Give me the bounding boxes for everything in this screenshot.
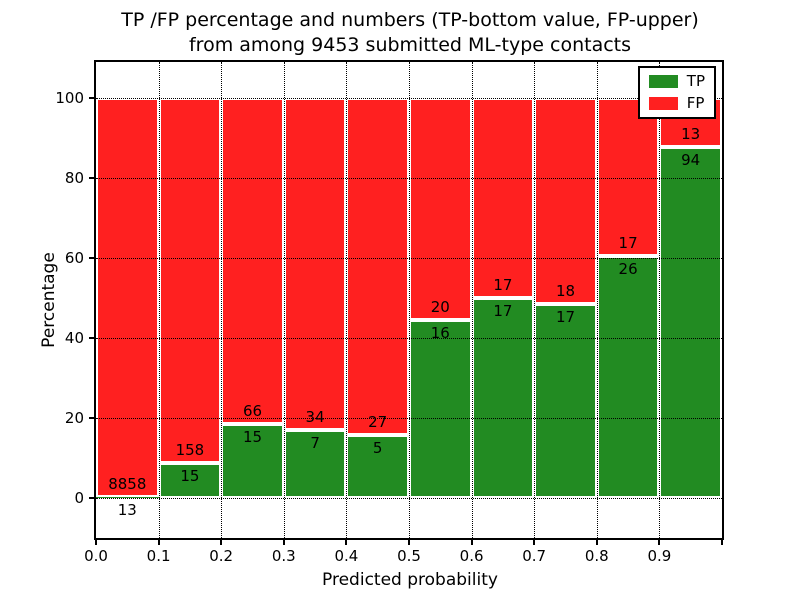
x-tick-label: 0.9 — [647, 547, 672, 565]
x-tick-label: 0.8 — [584, 547, 609, 565]
annotation-fp-count: 66 — [242, 401, 263, 420]
y-tick-mark — [89, 337, 94, 339]
grid-line-vertical — [659, 62, 661, 538]
x-tick-label: 0.7 — [522, 547, 547, 565]
grid-line-vertical — [346, 62, 348, 538]
bar-segment-tp — [534, 303, 597, 498]
x-tick-mark — [408, 540, 410, 545]
annotation-tp-count: 7 — [310, 433, 320, 452]
annotation-fp-count: 13 — [681, 124, 701, 143]
chart-title: TP /FP percentage and numbers (TP-bottom… — [94, 8, 726, 58]
annotation-tp-count: 15 — [242, 427, 263, 446]
annotation-fp-count: 27 — [368, 413, 388, 432]
grid-line-horizontal — [96, 178, 722, 179]
grid-line-vertical — [596, 62, 598, 538]
bar-segment-fp — [534, 98, 597, 304]
grid-line-vertical — [283, 62, 285, 538]
annotation-fp-count: 158 — [175, 441, 205, 460]
annotation-tp-count: 15 — [180, 467, 200, 486]
y-tick-label: 40 — [64, 329, 84, 347]
bar-segment-fp — [221, 98, 284, 424]
chart-title-line2: from among 9453 submitted ML-type contac… — [188, 34, 632, 56]
bar-segment-tp — [659, 146, 722, 498]
annotation-fp-count: 20 — [430, 298, 450, 317]
grid-line-vertical — [471, 62, 473, 538]
annotation-tp-count: 13 — [117, 501, 137, 520]
annotation-fp-count: 17 — [618, 234, 638, 253]
grid-line-vertical — [221, 62, 223, 538]
annotation-tp-count: 5 — [372, 439, 383, 458]
grid-line-horizontal — [96, 258, 722, 259]
x-tick-mark — [95, 540, 97, 545]
y-tick-label: 60 — [64, 249, 84, 267]
annotation-fp-count: 18 — [555, 281, 576, 300]
legend-entry: FP — [648, 94, 705, 112]
annotation-fp-count: 17 — [493, 276, 513, 294]
x-tick-label: 0.2 — [209, 547, 234, 565]
x-tick-mark — [595, 540, 598, 545]
bar-segment-fp — [96, 98, 159, 498]
legend-swatch-tp-icon — [648, 75, 678, 88]
legend-entry: TP — [648, 72, 705, 90]
bar-segment-tp — [596, 256, 660, 498]
grid-line-horizontal — [96, 338, 722, 339]
chart-title-line1: TP /FP percentage and numbers (TP-bottom… — [121, 9, 699, 31]
x-axis-label: Predicted probability — [322, 570, 498, 590]
x-tick-mark — [345, 540, 348, 545]
bar-segment-fp — [283, 98, 347, 430]
y-tick-label: 100 — [55, 89, 84, 107]
annotation-tp-count: 16 — [430, 324, 450, 343]
grid-line-horizontal — [96, 98, 722, 99]
x-tick-label: 0.5 — [397, 547, 421, 565]
legend-label: FP — [686, 94, 705, 112]
y-tick-mark — [89, 177, 94, 179]
y-tick-label: 80 — [64, 169, 84, 187]
bar-segment-tp — [96, 497, 159, 499]
bar-segment-fp — [158, 98, 222, 464]
y-axis-label: Percentage — [39, 252, 59, 348]
y-tick-label: 20 — [64, 409, 84, 427]
x-tick-mark — [533, 540, 536, 545]
legend-swatch-fp-icon — [648, 97, 678, 110]
y-tick-mark — [89, 257, 94, 259]
annotation-tp-count: 94 — [681, 150, 701, 169]
x-tick-mark — [470, 540, 473, 545]
bar-segment-fp — [471, 98, 535, 298]
bar-segment-fp — [596, 98, 660, 257]
bar-segment-fp — [409, 98, 472, 321]
grid-line-vertical — [534, 62, 536, 538]
y-tick-label: 0 — [74, 489, 84, 507]
grid-line-vertical — [158, 62, 160, 538]
x-tick-label: 0.4 — [334, 547, 359, 565]
x-tick-mark — [658, 540, 661, 545]
bar-segment-tp — [409, 320, 472, 498]
bar-segment-tp — [471, 298, 535, 498]
y-tick-mark — [89, 97, 94, 99]
y-tick-mark — [89, 497, 94, 499]
annotation-fp-count: 8858 — [108, 475, 147, 494]
plot-area: 8858 13 158 15 66 15 34 7 27 5 20 16 17 17 18 17 17 26 13 9… — [94, 60, 724, 540]
x-tick-label: 0.0 — [84, 547, 108, 565]
x-tick-label: 0.6 — [459, 547, 484, 565]
legend: TP FP — [637, 66, 716, 119]
x-tick-mark — [157, 540, 160, 545]
grid-line-horizontal — [96, 418, 722, 419]
x-tick-label: 0.3 — [271, 547, 296, 565]
bar-segment-fp — [346, 98, 409, 436]
y-tick-mark — [89, 417, 94, 419]
x-tick-label: 0.1 — [146, 547, 171, 565]
x-tick-mark — [721, 540, 723, 545]
annotation-tp-count: 17 — [555, 307, 576, 326]
x-tick-mark — [220, 540, 223, 545]
annotation-fp-count: 34 — [305, 407, 325, 426]
annotation-tp-count: 17 — [493, 302, 513, 320]
legend-label: TP — [686, 72, 705, 90]
x-tick-mark — [282, 540, 285, 545]
grid-line-horizontal — [96, 498, 722, 499]
grid-line-vertical — [409, 62, 410, 538]
annotation-tp-count: 26 — [618, 260, 638, 279]
